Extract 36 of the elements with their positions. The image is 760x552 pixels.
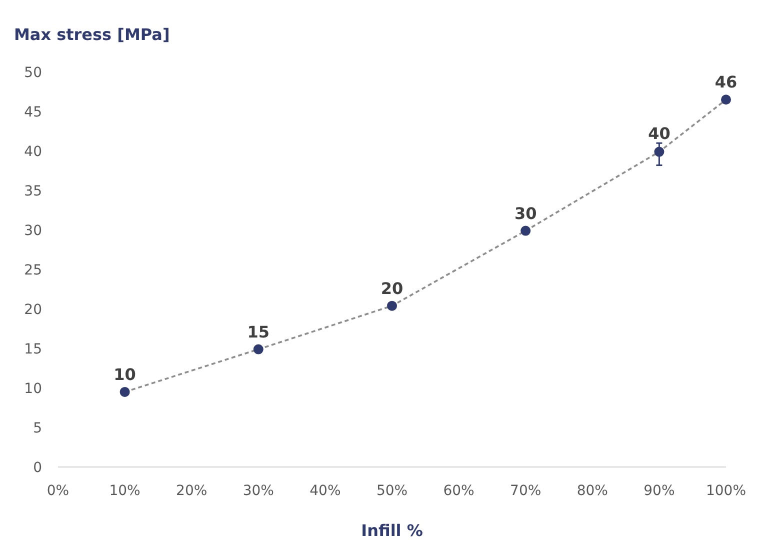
x-tick-label: 10%: [109, 483, 140, 499]
x-tick-label: 40%: [310, 483, 341, 499]
point: [253, 344, 264, 354]
x-tick-label: 0%: [46, 483, 70, 499]
data-label: 40: [648, 124, 670, 144]
x-axis-title: Infill %: [361, 521, 423, 540]
x-tick-label: 90%: [644, 483, 675, 499]
x-tick-label: 30%: [242, 483, 274, 499]
point: [654, 146, 664, 157]
x-tick-label: 70%: [510, 483, 542, 499]
x-tick-label: 80%: [576, 483, 608, 499]
data-label: 10: [114, 364, 136, 384]
point: [721, 94, 731, 105]
y-tick-label: 20: [24, 302, 42, 318]
point: [520, 226, 531, 236]
y-tick-label: 5: [33, 420, 42, 436]
y-tick-label: 0: [33, 460, 42, 476]
y-tick-label: 10: [24, 380, 42, 397]
x-tick-label: 50%: [376, 483, 408, 499]
y-tick-label: 25: [24, 262, 42, 278]
data-label: 15: [247, 322, 270, 342]
y-tick-label: 40: [24, 144, 42, 160]
data-label: 46: [714, 72, 738, 92]
y-tick-label: 50: [24, 64, 42, 81]
x-tick-label: 20%: [176, 483, 208, 499]
data-label: 20: [380, 278, 404, 298]
y-tick-label: 30: [24, 222, 42, 239]
y-axis-title: Max stress [MPa]: [14, 25, 170, 44]
point: [120, 386, 130, 397]
x-tick-label: 100%: [706, 483, 746, 499]
y-tick-label: 35: [24, 183, 42, 200]
point: [387, 300, 397, 311]
x-tick-label: 60%: [443, 483, 474, 499]
y-tick-label: 45: [24, 104, 42, 120]
y-tick-label: 15: [24, 341, 42, 358]
data-label: 30: [514, 204, 537, 223]
